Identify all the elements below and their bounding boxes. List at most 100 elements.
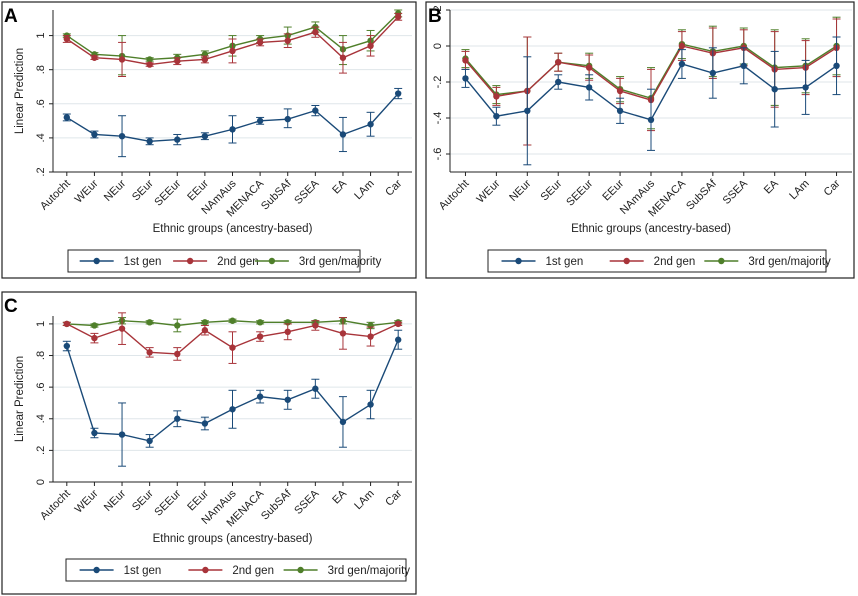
- data-point: [201, 132, 209, 140]
- x-axis-title: Ethnic groups (ancestry-based): [153, 533, 313, 545]
- data-point: [339, 54, 347, 61]
- series-2nd-gen: [62, 12, 403, 78]
- data-point: [367, 333, 374, 340]
- legend-marker: [93, 566, 100, 574]
- data-point: [367, 401, 374, 408]
- data-point: [740, 62, 747, 69]
- data-point: [91, 322, 98, 329]
- data-point: [63, 114, 71, 121]
- series-2nd-gen: [62, 312, 403, 364]
- data-point: [367, 121, 374, 128]
- data-point: [229, 317, 236, 324]
- data-point: [394, 13, 402, 21]
- data-point: [367, 42, 374, 50]
- data-point: [647, 116, 655, 124]
- legend-label: 1st gen: [546, 256, 584, 268]
- data-point: [709, 69, 717, 77]
- y-tick-label: .4: [35, 133, 47, 142]
- data-point: [284, 115, 291, 123]
- legend-marker: [93, 257, 100, 265]
- y-tick-label: 1: [35, 33, 47, 39]
- data-point: [174, 57, 181, 65]
- y-tick-label: .4: [35, 414, 47, 423]
- data-point: [146, 61, 153, 68]
- data-point: [91, 54, 98, 61]
- legend-marker: [202, 566, 209, 574]
- data-point: [91, 429, 98, 437]
- data-point: [91, 131, 98, 138]
- data-point: [312, 385, 319, 392]
- legend-box: [487, 249, 827, 273]
- data-point: [146, 319, 153, 326]
- data-point: [616, 107, 624, 115]
- y-tick-label: -.6: [432, 148, 444, 161]
- panel-frame: [425, 1, 855, 279]
- y-tick-label: .8: [35, 65, 47, 74]
- data-point: [146, 56, 153, 63]
- data-point: [462, 57, 469, 64]
- legend: 1st gen 2nd gen 3rd gen/majority: [487, 249, 831, 273]
- data-point: [229, 406, 236, 413]
- y-tick-label: .8: [35, 351, 47, 360]
- data-point: [339, 131, 347, 138]
- data-point: [312, 107, 319, 114]
- data-point: [284, 396, 291, 403]
- data-point: [229, 126, 236, 133]
- data-point: [678, 42, 686, 50]
- data-point: [118, 132, 126, 140]
- panel-label: B: [428, 6, 442, 27]
- data-point: [174, 136, 181, 143]
- legend-label: 3rd gen/majority: [299, 256, 382, 268]
- data-point: [63, 35, 71, 43]
- legend-marker: [297, 566, 304, 574]
- panel-frame: [1, 1, 417, 279]
- data-point: [802, 84, 809, 91]
- legend-label: 1st gen: [124, 565, 162, 577]
- data-point: [616, 87, 624, 95]
- data-point: [833, 62, 840, 69]
- data-point: [63, 320, 71, 328]
- data-point: [63, 342, 71, 350]
- y-tick-label: .2: [35, 167, 47, 176]
- data-point: [339, 330, 347, 337]
- data-point: [201, 319, 209, 326]
- y-axis-title: Linear Prediction: [14, 48, 26, 134]
- y-tick-label: 0: [432, 43, 444, 49]
- data-point: [146, 349, 153, 356]
- y-tick-label: .2: [432, 5, 444, 14]
- y-tick-label: .2: [35, 446, 47, 455]
- data-point: [201, 327, 209, 334]
- x-axis-title: Ethnic groups (ancestry-based): [153, 223, 313, 235]
- data-point: [256, 319, 264, 326]
- y-tick-label: .6: [35, 383, 47, 392]
- data-point: [312, 28, 319, 36]
- legend-box: [67, 249, 361, 273]
- data-point: [174, 350, 181, 358]
- data-point: [256, 393, 264, 400]
- data-point: [118, 431, 126, 438]
- data-point: [555, 59, 562, 66]
- x-axis-title: Ethnic groups (ancestry-based): [571, 223, 731, 235]
- data-point: [524, 107, 531, 115]
- data-point: [678, 60, 686, 68]
- legend-label: 2nd gen: [232, 565, 274, 577]
- legend-box: [65, 558, 407, 582]
- legend-marker: [515, 257, 522, 265]
- data-point: [256, 39, 264, 46]
- data-point: [256, 333, 264, 340]
- data-point: [771, 86, 778, 93]
- data-point: [174, 415, 181, 422]
- legend-marker: [268, 257, 276, 265]
- data-point: [201, 56, 209, 63]
- y-tick-label: .6: [35, 99, 47, 108]
- y-tick-label: -.2: [432, 76, 444, 89]
- data-point: [118, 325, 126, 332]
- y-tick-label: -.4: [432, 112, 444, 125]
- data-point: [201, 420, 209, 427]
- data-point: [339, 418, 347, 426]
- data-point: [91, 334, 98, 342]
- series-1st-gen: [461, 36, 841, 166]
